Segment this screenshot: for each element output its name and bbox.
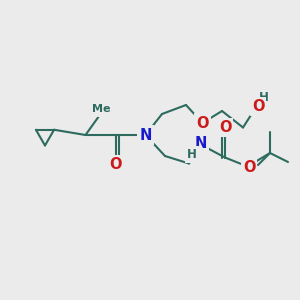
Text: O: O	[243, 160, 255, 175]
Text: H: H	[187, 148, 197, 161]
Text: O: O	[196, 116, 209, 130]
Text: O: O	[219, 120, 231, 135]
Text: N: N	[139, 128, 152, 142]
Text: Me: Me	[92, 104, 110, 115]
Text: O: O	[109, 157, 122, 172]
Text: O: O	[252, 99, 264, 114]
Text: N: N	[195, 136, 207, 152]
Text: H: H	[259, 91, 269, 104]
